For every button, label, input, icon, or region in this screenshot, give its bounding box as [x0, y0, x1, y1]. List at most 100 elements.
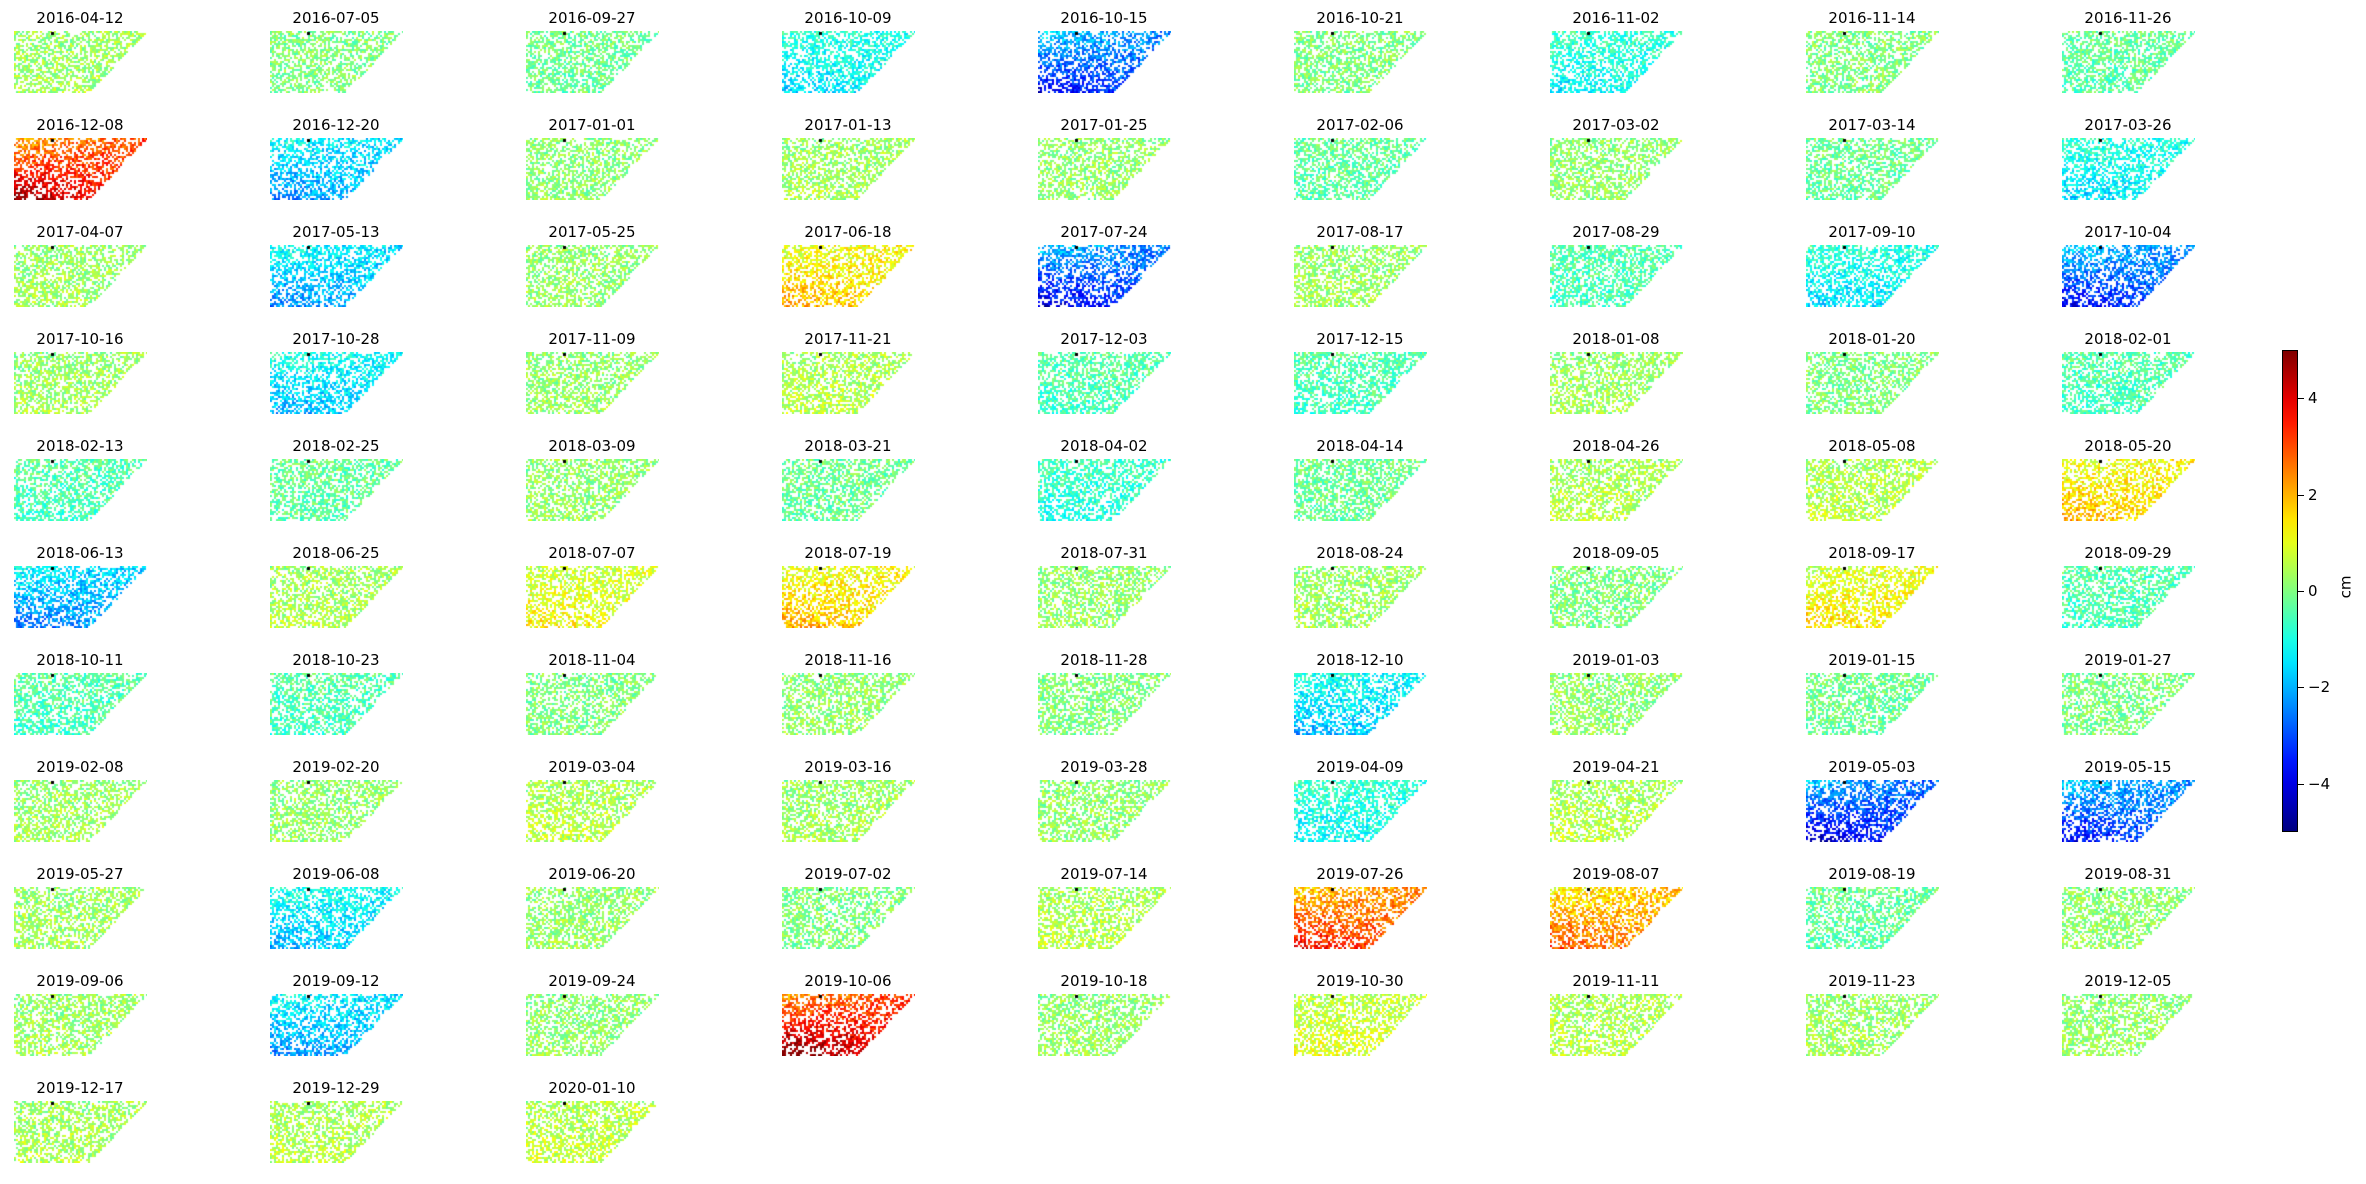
displacement-map — [14, 887, 147, 949]
map-panel: 2020-01-10 — [512, 1077, 768, 1184]
displacement-map — [782, 673, 915, 735]
displacement-map — [1038, 566, 1171, 628]
displacement-map — [14, 780, 147, 842]
panel-date-label: 2018-02-01 — [2084, 330, 2172, 348]
panel-date-label: 2017-10-28 — [292, 330, 380, 348]
map-panel: 2019-07-02 — [768, 863, 1024, 970]
panel-date-label: 2016-12-20 — [292, 116, 380, 134]
displacement-map — [1806, 673, 1939, 735]
map-panel: 2018-09-17 — [1792, 542, 2048, 649]
displacement-map — [14, 459, 147, 521]
map-panel: 2019-04-21 — [1536, 756, 1792, 863]
panel-date-label: 2017-04-07 — [36, 223, 124, 241]
panel-date-label: 2017-03-02 — [1572, 116, 1660, 134]
map-panel: 2018-02-25 — [256, 435, 512, 542]
panel-date-label: 2018-04-02 — [1060, 437, 1148, 455]
panel-date-label: 2017-01-01 — [548, 116, 636, 134]
panel-date-label: 2018-11-28 — [1060, 651, 1148, 669]
displacement-map — [526, 887, 659, 949]
map-panel: 2017-03-02 — [1536, 114, 1792, 221]
panel-date-label: 2017-11-09 — [548, 330, 636, 348]
map-panel: 2017-05-25 — [512, 221, 768, 328]
displacement-map — [2062, 780, 2195, 842]
panel-date-label: 2018-01-20 — [1828, 330, 1916, 348]
panel-date-label: 2018-06-25 — [292, 544, 380, 562]
displacement-map — [2062, 352, 2195, 414]
displacement-map — [782, 138, 915, 200]
panel-date-label: 2018-08-24 — [1316, 544, 1404, 562]
displacement-map — [1294, 245, 1427, 307]
panel-date-label: 2017-12-03 — [1060, 330, 1148, 348]
panel-date-label: 2018-05-08 — [1828, 437, 1916, 455]
colorbar-tick — [2298, 591, 2304, 592]
map-panel: 2018-01-08 — [1536, 328, 1792, 435]
panel-date-label: 2017-08-17 — [1316, 223, 1404, 241]
map-panel: 2017-01-13 — [768, 114, 1024, 221]
map-panel: 2016-12-08 — [0, 114, 256, 221]
colorbar-tick-label: −2 — [2308, 678, 2331, 697]
map-panel: 2018-07-07 — [512, 542, 768, 649]
displacement-map — [782, 31, 915, 93]
panel-date-label: 2019-06-08 — [292, 865, 380, 883]
panel-date-label: 2018-03-21 — [804, 437, 892, 455]
displacement-map — [526, 1101, 659, 1163]
panel-date-label: 2019-03-16 — [804, 758, 892, 776]
displacement-map — [1550, 31, 1683, 93]
panel-date-label: 2019-10-18 — [1060, 972, 1148, 990]
displacement-map — [782, 245, 915, 307]
map-panel: 2019-12-29 — [256, 1077, 512, 1184]
panel-date-label: 2016-11-14 — [1828, 9, 1916, 27]
map-panel: 2018-07-19 — [768, 542, 1024, 649]
displacement-map — [526, 780, 659, 842]
panel-date-label: 2017-05-25 — [548, 223, 636, 241]
map-panel: 2018-12-10 — [1280, 649, 1536, 756]
displacement-map — [526, 994, 659, 1056]
map-panel: 2017-10-16 — [0, 328, 256, 435]
panel-date-label: 2019-07-14 — [1060, 865, 1148, 883]
displacement-map — [782, 780, 915, 842]
panel-date-label: 2019-12-05 — [2084, 972, 2172, 990]
panel-date-label: 2019-09-24 — [548, 972, 636, 990]
displacement-map — [270, 887, 403, 949]
displacement-map — [2062, 138, 2195, 200]
colorbar-tick-label: 4 — [2308, 389, 2318, 408]
map-panel: 2017-12-15 — [1280, 328, 1536, 435]
panel-date-label: 2018-09-05 — [1572, 544, 1660, 562]
panel-date-label: 2018-10-11 — [36, 651, 124, 669]
panel-date-label: 2018-01-08 — [1572, 330, 1660, 348]
map-panel: 2019-10-30 — [1280, 970, 1536, 1077]
map-panel: 2016-10-09 — [768, 7, 1024, 114]
panel-date-label: 2019-09-12 — [292, 972, 380, 990]
displacement-map — [270, 459, 403, 521]
panel-date-label: 2017-12-15 — [1316, 330, 1404, 348]
colorbar-tick — [2298, 398, 2304, 400]
displacement-map — [270, 1101, 403, 1163]
panel-date-label: 2019-11-23 — [1828, 972, 1916, 990]
panel-date-label: 2017-08-29 — [1572, 223, 1660, 241]
map-panel: 2019-03-16 — [768, 756, 1024, 863]
map-panel: 2016-04-12 — [0, 7, 256, 114]
map-panel: 2018-05-08 — [1792, 435, 2048, 542]
displacement-map — [1550, 566, 1683, 628]
displacement-map — [1038, 31, 1171, 93]
displacement-map — [2062, 673, 2195, 735]
displacement-map — [1038, 780, 1171, 842]
map-panel: 2016-11-26 — [2048, 7, 2304, 114]
map-panel: 2018-05-20 — [2048, 435, 2304, 542]
map-panel: 2017-03-26 — [2048, 114, 2304, 221]
panel-date-label: 2018-07-31 — [1060, 544, 1148, 562]
displacement-map — [270, 673, 403, 735]
panel-date-label: 2018-10-23 — [292, 651, 380, 669]
map-panel: 2017-04-07 — [0, 221, 256, 328]
panel-date-label: 2016-10-15 — [1060, 9, 1148, 27]
displacement-map — [1550, 352, 1683, 414]
panel-date-label: 2018-04-26 — [1572, 437, 1660, 455]
map-panel: 2019-11-23 — [1792, 970, 2048, 1077]
displacement-map — [1550, 673, 1683, 735]
displacement-map — [1038, 887, 1171, 949]
panel-date-label: 2019-05-15 — [2084, 758, 2172, 776]
map-panel: 2019-08-19 — [1792, 863, 2048, 970]
map-panel: 2019-05-27 — [0, 863, 256, 970]
panel-date-label: 2019-12-17 — [36, 1079, 124, 1097]
panel-date-label: 2019-01-03 — [1572, 651, 1660, 669]
